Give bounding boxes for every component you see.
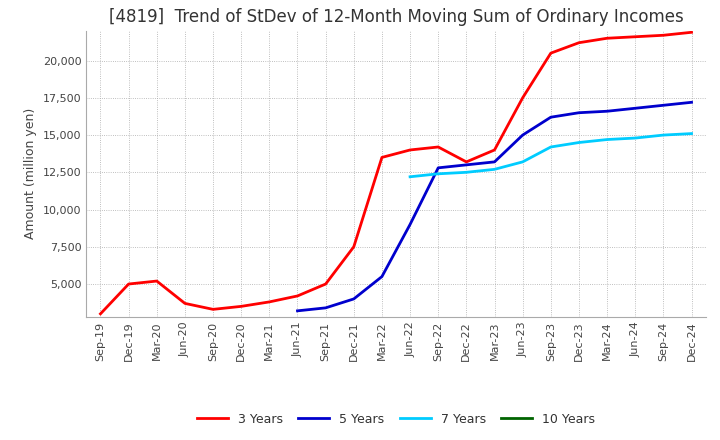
- 3 Years: [687, 29, 696, 35]
- 3 Years: [603, 36, 611, 41]
- 3 Years: [631, 34, 639, 40]
- 5 Years: [406, 222, 415, 227]
- Y-axis label: Amount (million yen): Amount (million yen): [24, 108, 37, 239]
- 5 Years: [293, 308, 302, 313]
- 3 Years: [265, 299, 274, 304]
- 3 Years: [293, 293, 302, 299]
- 5 Years: [434, 165, 443, 170]
- Title: [4819]  Trend of StDev of 12-Month Moving Sum of Ordinary Incomes: [4819] Trend of StDev of 12-Month Moving…: [109, 8, 683, 26]
- 5 Years: [462, 162, 471, 168]
- 3 Years: [153, 279, 161, 284]
- 3 Years: [349, 244, 358, 249]
- 3 Years: [575, 40, 583, 45]
- 7 Years: [406, 174, 415, 180]
- 3 Years: [518, 95, 527, 100]
- 3 Years: [237, 304, 246, 309]
- 7 Years: [462, 170, 471, 175]
- 7 Years: [687, 131, 696, 136]
- 5 Years: [518, 132, 527, 138]
- 7 Years: [631, 136, 639, 141]
- 7 Years: [546, 144, 555, 150]
- 3 Years: [490, 147, 499, 153]
- Line: 5 Years: 5 Years: [297, 102, 691, 311]
- 3 Years: [181, 301, 189, 306]
- 5 Years: [546, 114, 555, 120]
- 3 Years: [96, 311, 105, 316]
- 3 Years: [209, 307, 217, 312]
- 5 Years: [687, 99, 696, 105]
- 7 Years: [603, 137, 611, 142]
- 5 Years: [631, 106, 639, 111]
- 5 Years: [349, 296, 358, 301]
- 5 Years: [490, 159, 499, 165]
- 7 Years: [490, 167, 499, 172]
- 3 Years: [406, 147, 415, 153]
- Legend: 3 Years, 5 Years, 7 Years, 10 Years: 3 Years, 5 Years, 7 Years, 10 Years: [192, 408, 600, 431]
- 7 Years: [575, 140, 583, 145]
- 3 Years: [377, 155, 386, 160]
- 5 Years: [659, 103, 667, 108]
- 7 Years: [659, 132, 667, 138]
- 3 Years: [125, 282, 133, 287]
- 7 Years: [518, 159, 527, 165]
- Line: 3 Years: 3 Years: [101, 32, 691, 314]
- 7 Years: [434, 171, 443, 176]
- 3 Years: [434, 144, 443, 150]
- 3 Years: [321, 282, 330, 287]
- 5 Years: [377, 274, 386, 279]
- Line: 7 Years: 7 Years: [410, 134, 691, 177]
- 3 Years: [659, 33, 667, 38]
- 5 Years: [575, 110, 583, 115]
- 5 Years: [321, 305, 330, 311]
- 3 Years: [546, 51, 555, 56]
- 3 Years: [462, 159, 471, 165]
- 5 Years: [603, 109, 611, 114]
